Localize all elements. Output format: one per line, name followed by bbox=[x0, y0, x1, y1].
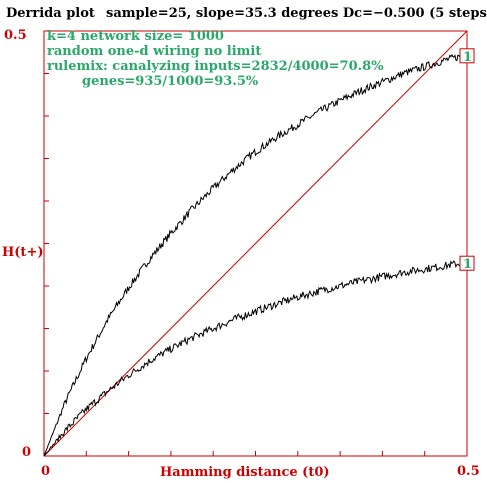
series-line-2 bbox=[43, 259, 468, 457]
axis-ticks bbox=[44, 73, 426, 456]
series-end-text: 1 bbox=[463, 50, 472, 65]
chart-stats: sample=25, slope=35.3 degrees Dc=−0.500 … bbox=[106, 6, 487, 21]
info-line-2: random one-d wiring no limit bbox=[47, 44, 261, 59]
y-axis-label: H(t+) bbox=[2, 245, 43, 260]
chart-marks: 11 bbox=[43, 48, 475, 457]
diagonal-line bbox=[43, 30, 468, 457]
series-end-label-1: 1 bbox=[459, 48, 475, 65]
info-line-4: genes=935/1000=93.5% bbox=[82, 74, 259, 89]
series-end-box bbox=[459, 48, 475, 64]
series-end-text: 1 bbox=[463, 257, 472, 272]
x-axis-label: Hamming distance (t0) bbox=[160, 465, 330, 480]
series-end-box bbox=[459, 255, 475, 271]
x-tick-label-left: 0 bbox=[41, 464, 50, 479]
y-tick-label-bottom: 0 bbox=[22, 445, 31, 460]
y-tick-label-top: 0.5 bbox=[4, 28, 27, 43]
x-tick-label-right: 0.5 bbox=[457, 464, 480, 479]
info-line-3: rulemix: canalyzing inputs=2832/4000=70.… bbox=[47, 59, 384, 74]
chart-title: Derrida plot bbox=[6, 6, 95, 21]
series-line-1 bbox=[43, 53, 468, 457]
series-end-label-2: 1 bbox=[459, 255, 475, 272]
info-line-1: k=4 network size= 1000 bbox=[47, 29, 224, 44]
